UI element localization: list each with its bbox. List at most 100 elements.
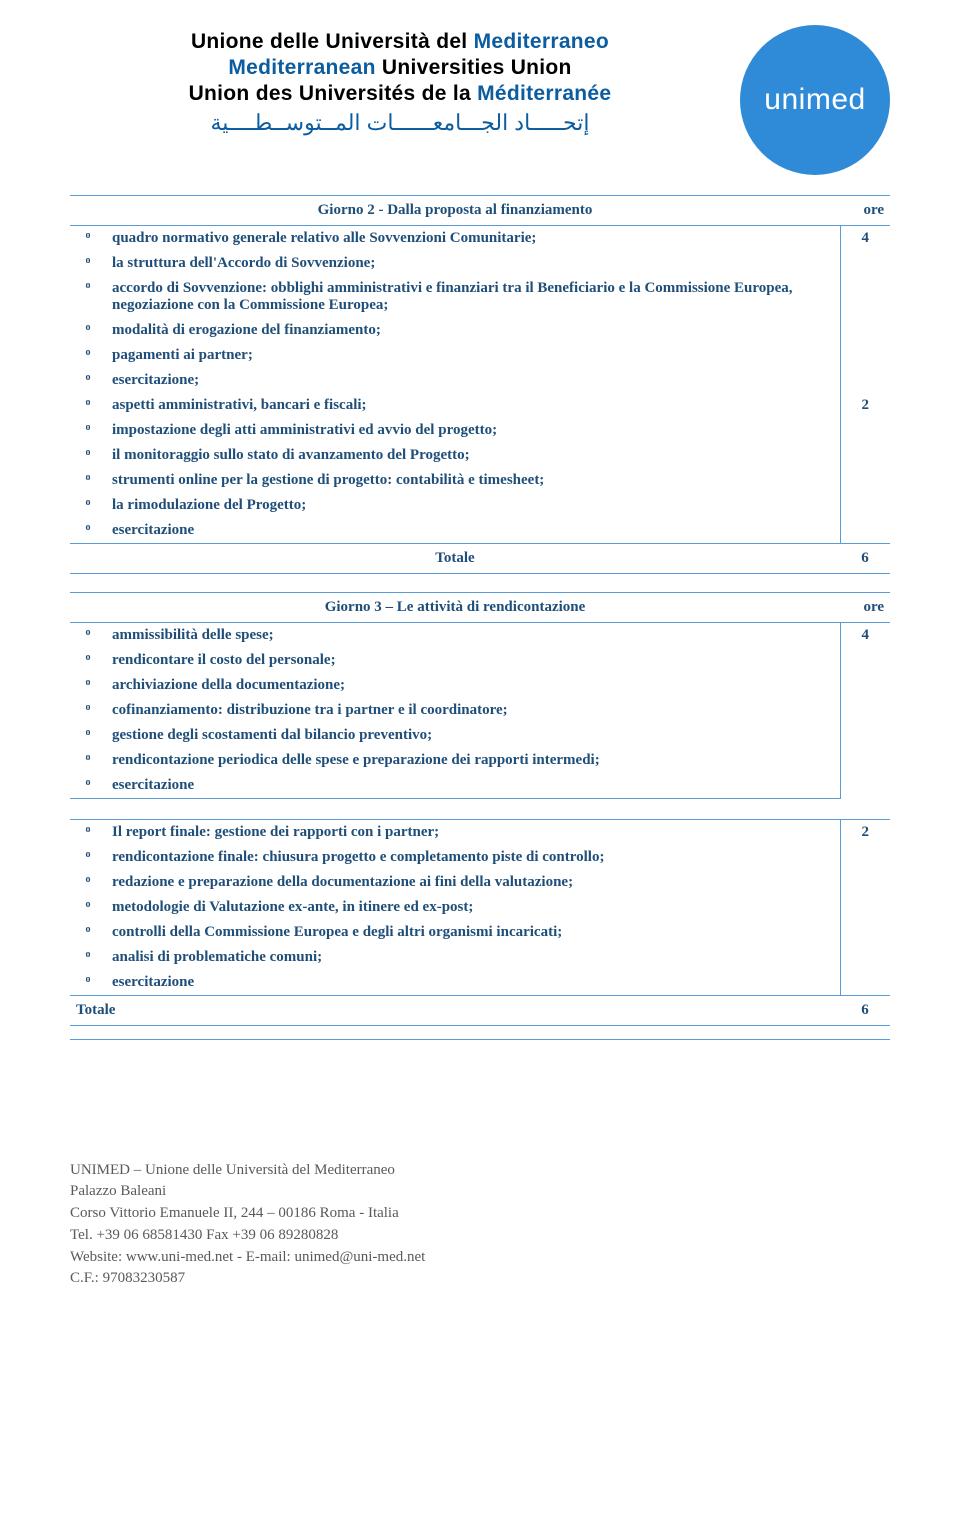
bullet-icon: o [70, 748, 106, 773]
table-giorno-2: Giorno 2 - Dalla proposta al finanziamen… [70, 195, 890, 574]
table-row: orendicontazione periodica delle spese e… [70, 748, 890, 773]
table-giorno-3: Giorno 3 – Le attività di rendicontazion… [70, 592, 890, 799]
bullet-icon: o [70, 870, 106, 895]
table-row: opagamenti ai partner; [70, 343, 890, 368]
unimed-logo: unimed [740, 25, 890, 175]
list-item: quadro normativo generale relativo alle … [106, 226, 840, 252]
list-item: esercitazione; [106, 368, 840, 393]
bullet-icon: o [70, 393, 106, 418]
list-item: esercitazione [106, 970, 840, 996]
list-item: redazione e preparazione della documenta… [106, 870, 840, 895]
table-title: Giorno 2 - Dalla proposta al finanziamen… [70, 196, 840, 226]
bullet-icon: o [70, 920, 106, 945]
footer-line: Tel. +39 06 68581430 Fax +39 06 89280828 [70, 1225, 890, 1247]
footer-line: UNIMED – Unione delle Università del Med… [70, 1160, 890, 1182]
bullet-icon: o [70, 493, 106, 518]
table-row: ogestione degli scostamenti dal bilancio… [70, 723, 890, 748]
table-row: orendicontazione finale: chiusura proget… [70, 845, 890, 870]
list-item: esercitazione [106, 773, 840, 799]
list-item: Il report finale: gestione dei rapporti … [106, 819, 840, 845]
list-item: rendicontare il costo del personale; [106, 648, 840, 673]
list-item: impostazione degli atti amministrativi e… [106, 418, 840, 443]
list-item: archiviazione della documentazione; [106, 673, 840, 698]
table-row: oesercitazione [70, 518, 890, 544]
title-it-2: Mediterraneo [474, 30, 609, 53]
footer-label: - E-mail: [233, 1249, 294, 1265]
header-text: Unione delle Università del Mediterraneo… [70, 30, 730, 136]
list-item: modalità di erogazione del finanziamento… [106, 318, 840, 343]
bullet-icon: o [70, 673, 106, 698]
table-row: oanalisi di problematiche comuni; [70, 945, 890, 970]
table-row: ocofinanziamento: distribuzione tra i pa… [70, 698, 890, 723]
table-row: ola struttura dell'Accordo di Sovvenzion… [70, 251, 890, 276]
table-row: omodalità di erogazione del finanziament… [70, 318, 890, 343]
title-fr-1: Union des Universités de la [189, 82, 478, 105]
footer: UNIMED – Unione delle Università del Med… [70, 1160, 890, 1291]
bullet-icon: o [70, 226, 106, 252]
bullet-icon: o [70, 970, 106, 996]
bullet-icon: o [70, 773, 106, 799]
list-item: strumenti online per la gestione di prog… [106, 468, 840, 493]
total-hours: 6 [840, 995, 890, 1025]
bullet-icon: o [70, 318, 106, 343]
bullet-icon: o [70, 623, 106, 649]
list-item: metodologie di Valutazione ex-ante, in i… [106, 895, 840, 920]
title-en-2: Universities Union [376, 56, 572, 79]
table-row: oredazione e preparazione della document… [70, 870, 890, 895]
table-row: Giorno 2 - Dalla proposta al finanziamen… [70, 196, 890, 226]
bullet-icon: o [70, 648, 106, 673]
title-it-1: Unione delle Università del [191, 30, 474, 53]
table-row: ocontrolli della Commissione Europea e d… [70, 920, 890, 945]
list-item: cofinanziamento: distribuzione tra i par… [106, 698, 840, 723]
ore-header: ore [840, 196, 890, 226]
table-row: oaspetti amministrativi, bancari e fisca… [70, 393, 890, 418]
list-item: la struttura dell'Accordo di Sovvenzione… [106, 251, 840, 276]
page: Unione delle Università del Mediterraneo… [0, 0, 960, 1330]
list-item: controlli della Commissione Europea e de… [106, 920, 840, 945]
table-row: oarchiviazione della documentazione; [70, 673, 890, 698]
bullet-icon: o [70, 251, 106, 276]
list-item: esercitazione [106, 518, 840, 544]
title-fr: Union des Universités de la Méditerranée [70, 82, 730, 106]
footer-line: Palazzo Baleani [70, 1181, 890, 1203]
title-arabic: إتحـــــاد الجـــامعــــــات المــتوســط… [70, 110, 730, 136]
table-row: oimpostazione degli atti amministrativi … [70, 418, 890, 443]
hours-cell: 4 [840, 226, 890, 394]
table-row: orendicontare il costo del personale; [70, 648, 890, 673]
table-row: oquadro normativo generale relativo alle… [70, 226, 890, 252]
table-row: ola rimodulazione del Progetto; [70, 493, 890, 518]
table-row: oil monitoraggio sullo stato di avanzame… [70, 443, 890, 468]
table-row: oesercitazione [70, 773, 890, 799]
list-item: aspetti amministrativi, bancari e fiscal… [106, 393, 840, 418]
bullet-icon: o [70, 895, 106, 920]
table-row: oIl report finale: gestione dei rapporti… [70, 819, 890, 845]
footer-link[interactable]: unimed@uni-med.net [294, 1249, 425, 1265]
table-row: oaccordo di Sovvenzione: obblighi ammini… [70, 276, 890, 318]
title-en-1: Mediterranean [228, 56, 375, 79]
total-hours: 6 [840, 544, 890, 574]
hours-cell: 4 [840, 623, 890, 799]
total-row: Totale 6 [70, 544, 890, 574]
footer-line: Website: www.uni-med.net - E-mail: unime… [70, 1247, 890, 1269]
total-label: Totale [70, 995, 840, 1025]
bullet-icon: o [70, 443, 106, 468]
logo-text: unimed [764, 83, 865, 117]
bullet-icon: o [70, 698, 106, 723]
total-row: Totale 6 [70, 995, 890, 1025]
table-row: Giorno 3 – Le attività di rendicontazion… [70, 593, 890, 623]
bullet-icon: o [70, 368, 106, 393]
list-item: accordo di Sovvenzione: obblighi amminis… [106, 276, 840, 318]
hours-cell: 2 [840, 393, 890, 544]
table-row: oesercitazione [70, 970, 890, 996]
bullet-icon: o [70, 845, 106, 870]
footer-label: Website: [70, 1249, 126, 1265]
table-row: oesercitazione; [70, 368, 890, 393]
list-item: pagamenti ai partner; [106, 343, 840, 368]
bullet-icon: o [70, 276, 106, 318]
list-item: ammissibilità delle spese; [106, 623, 840, 649]
table-row: oammissibilità delle spese;4 [70, 623, 890, 649]
bullet-icon: o [70, 945, 106, 970]
footer-link[interactable]: www.uni-med.net [126, 1249, 233, 1265]
list-item: il monitoraggio sullo stato di avanzamen… [106, 443, 840, 468]
table-row: ometodologie di Valutazione ex-ante, in … [70, 895, 890, 920]
